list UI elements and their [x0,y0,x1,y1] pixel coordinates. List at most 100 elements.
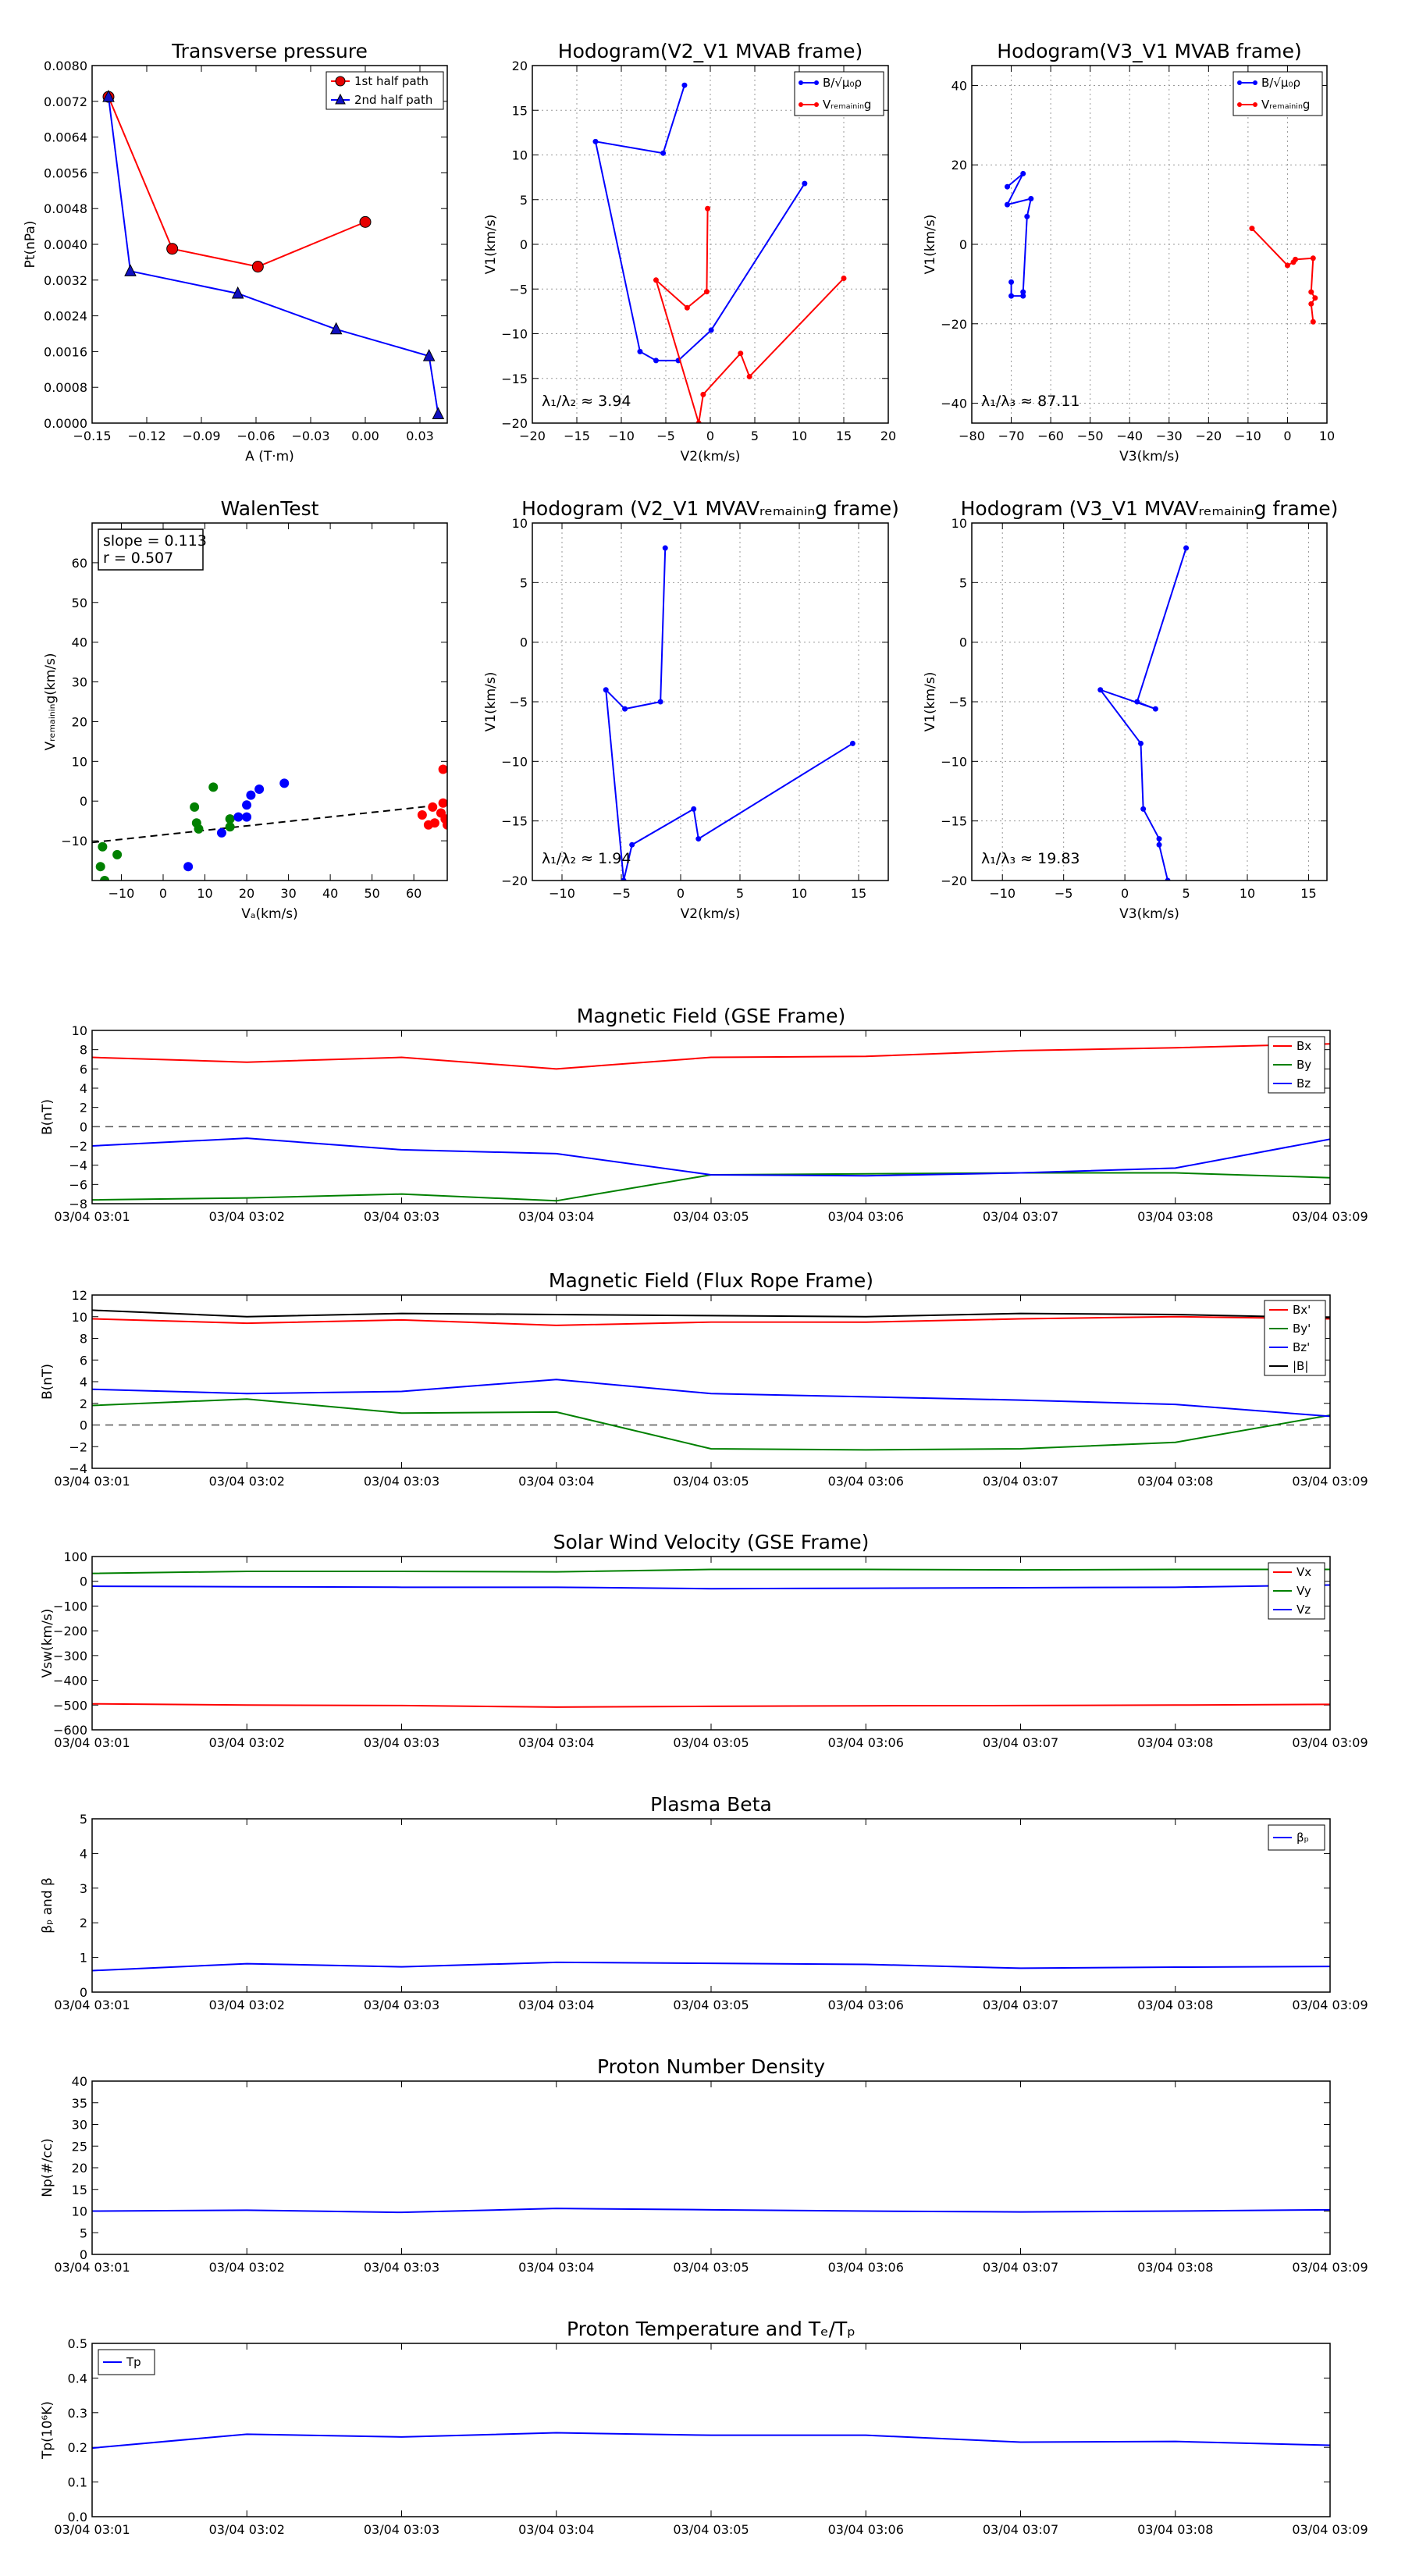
y-tick-label: −6 [69,1177,87,1192]
y-tick-label: 5 [80,1812,87,1827]
y-tick-label: −400 [53,1674,87,1688]
y-axis-label: B(nT) [40,1364,55,1400]
x-tick-label: 40 [322,886,338,901]
y-tick-label: 0 [520,237,528,252]
y-tick-label: −600 [53,1723,87,1738]
y-tick-label: 5 [959,575,967,590]
x-tick-label: 5 [736,886,744,901]
x-tick-label: 03/04 03:08 [1137,2260,1213,2275]
x-tick-label: 03/04 03:06 [828,1998,904,2012]
data-point [251,261,264,273]
data-point [1024,213,1030,219]
series-line [92,1398,1330,1451]
data-point [1249,226,1255,232]
plot-area [92,1568,1330,1708]
y-tick-label: −20 [941,873,967,888]
legend-label: Bz' [1293,1340,1310,1354]
x-tick-label: 03/04 03:06 [828,2522,904,2537]
eigenvalue-ratio: λ₁/λ₃ ≈ 19.83 [981,850,1080,867]
panel-h2: Hodogram(V3_V1 MVAB frame) −80 −70 −60 −50 −4… [923,40,1335,464]
y-tick-label: 10 [951,516,967,531]
y-tick-label: −10 [501,327,528,342]
axes-frame [971,522,1328,881]
legend-label: βₚ [1297,1831,1309,1845]
series-line [92,1703,1330,1708]
y-tick-label: 0.0040 [44,237,87,252]
legend-label: By [1297,1058,1311,1072]
y-tick-label: 40 [951,78,967,93]
x-tick-label: 20 [239,886,254,901]
panel-ts3: Solar Wind Velocity (GSE Frame) 03/04 03:… [40,1531,1368,1750]
x-tick-label: −0.09 [182,429,220,443]
annotation-line: r = 0.507 [103,550,173,567]
x-tick-label: 03/04 03:05 [673,1998,749,2012]
x-tick-label: 03/04 03:01 [54,1735,130,1750]
y-tick-label: 0 [520,635,528,650]
panel-title: Solar Wind Velocity (GSE Frame) [553,1531,870,1553]
series-line [108,96,366,268]
data-point [841,276,847,282]
y-tick-label: 0.0 [68,2510,87,2524]
data-point [1310,318,1316,325]
data-point [428,802,438,812]
data-point [1310,255,1316,262]
series-line [594,84,806,361]
x-tick-label: 03/04 03:06 [828,1209,904,1224]
x-tick-label: 0 [159,886,167,901]
x-tick-label: 03/04 03:01 [54,1209,130,1224]
legend-label: Bx [1297,1039,1311,1053]
x-tick-label: 03/04 03:02 [209,2522,285,2537]
x-tick-label: 03/04 03:06 [828,1735,904,1750]
legend: Tp [98,2349,155,2375]
y-axis-label: B(nT) [40,1099,55,1135]
x-tick-label: −10 [108,886,135,901]
y-tick-label: −15 [501,814,528,829]
data-point [603,687,609,693]
x-tick-label: 03/04 03:08 [1137,1998,1213,2012]
y-tick-label: 2 [80,1397,87,1411]
y-tick-label: 0 [80,1985,87,2000]
y-tick-label: −300 [53,1649,87,1663]
y-tick-label: 60 [72,556,87,571]
x-tick-label: 03/04 03:02 [209,1735,285,1750]
x-tick-label: 03/04 03:01 [54,2260,130,2275]
legend-label: Bz [1297,1076,1311,1091]
y-tick-label: 0.2 [68,2440,87,2455]
y-tick-label: −40 [941,397,967,411]
x-tick-label: 03/04 03:09 [1292,1209,1368,1224]
legend-marker [814,80,819,85]
y-tick-label: −500 [53,1698,87,1713]
data-point [1293,256,1299,262]
legend: B/√μ₀ρ Vᵣₑₘₐᵢₙᵢₙg [1232,71,1323,116]
data-point [1020,293,1026,299]
y-tick-label: 25 [72,2139,87,2154]
data-point [1020,170,1026,176]
x-tick-label: 10 [197,886,212,901]
legend-box [325,71,444,110]
legend: Bx' By' Bz' |B| [1264,1300,1326,1376]
x-tick-label: 03/04 03:03 [364,1474,439,1489]
x-tick-label: 03/04 03:07 [983,1209,1058,1224]
y-tick-label: 5 [520,193,528,208]
legend-label: Tp [126,2355,141,2369]
data-point [746,373,752,379]
eigenvalue-ratio: λ₁/λ₂ ≈ 1.94 [542,850,631,867]
data-point [359,215,372,228]
series-line [92,1315,1330,1326]
y-tick-label: 30 [72,2118,87,2133]
legend-label: By' [1293,1322,1311,1336]
legend-marker [799,80,803,85]
x-tick-label: 03/04 03:04 [518,1735,594,1750]
data-point [1138,740,1144,746]
legend-label: B/√μ₀ρ [823,76,862,90]
x-tick-label: 10 [791,429,807,443]
axes-frame [91,1556,1331,1731]
data-point [422,349,436,361]
x-tick-label: −0.03 [291,429,329,443]
data-point [691,806,697,812]
y-axis-label: Np(#/cc) [40,2138,55,2197]
legend-label: 1st half path [354,74,429,88]
legend-label: Vy [1297,1584,1311,1598]
x-tick-label: −5 [1055,886,1073,901]
series-line [108,96,439,415]
